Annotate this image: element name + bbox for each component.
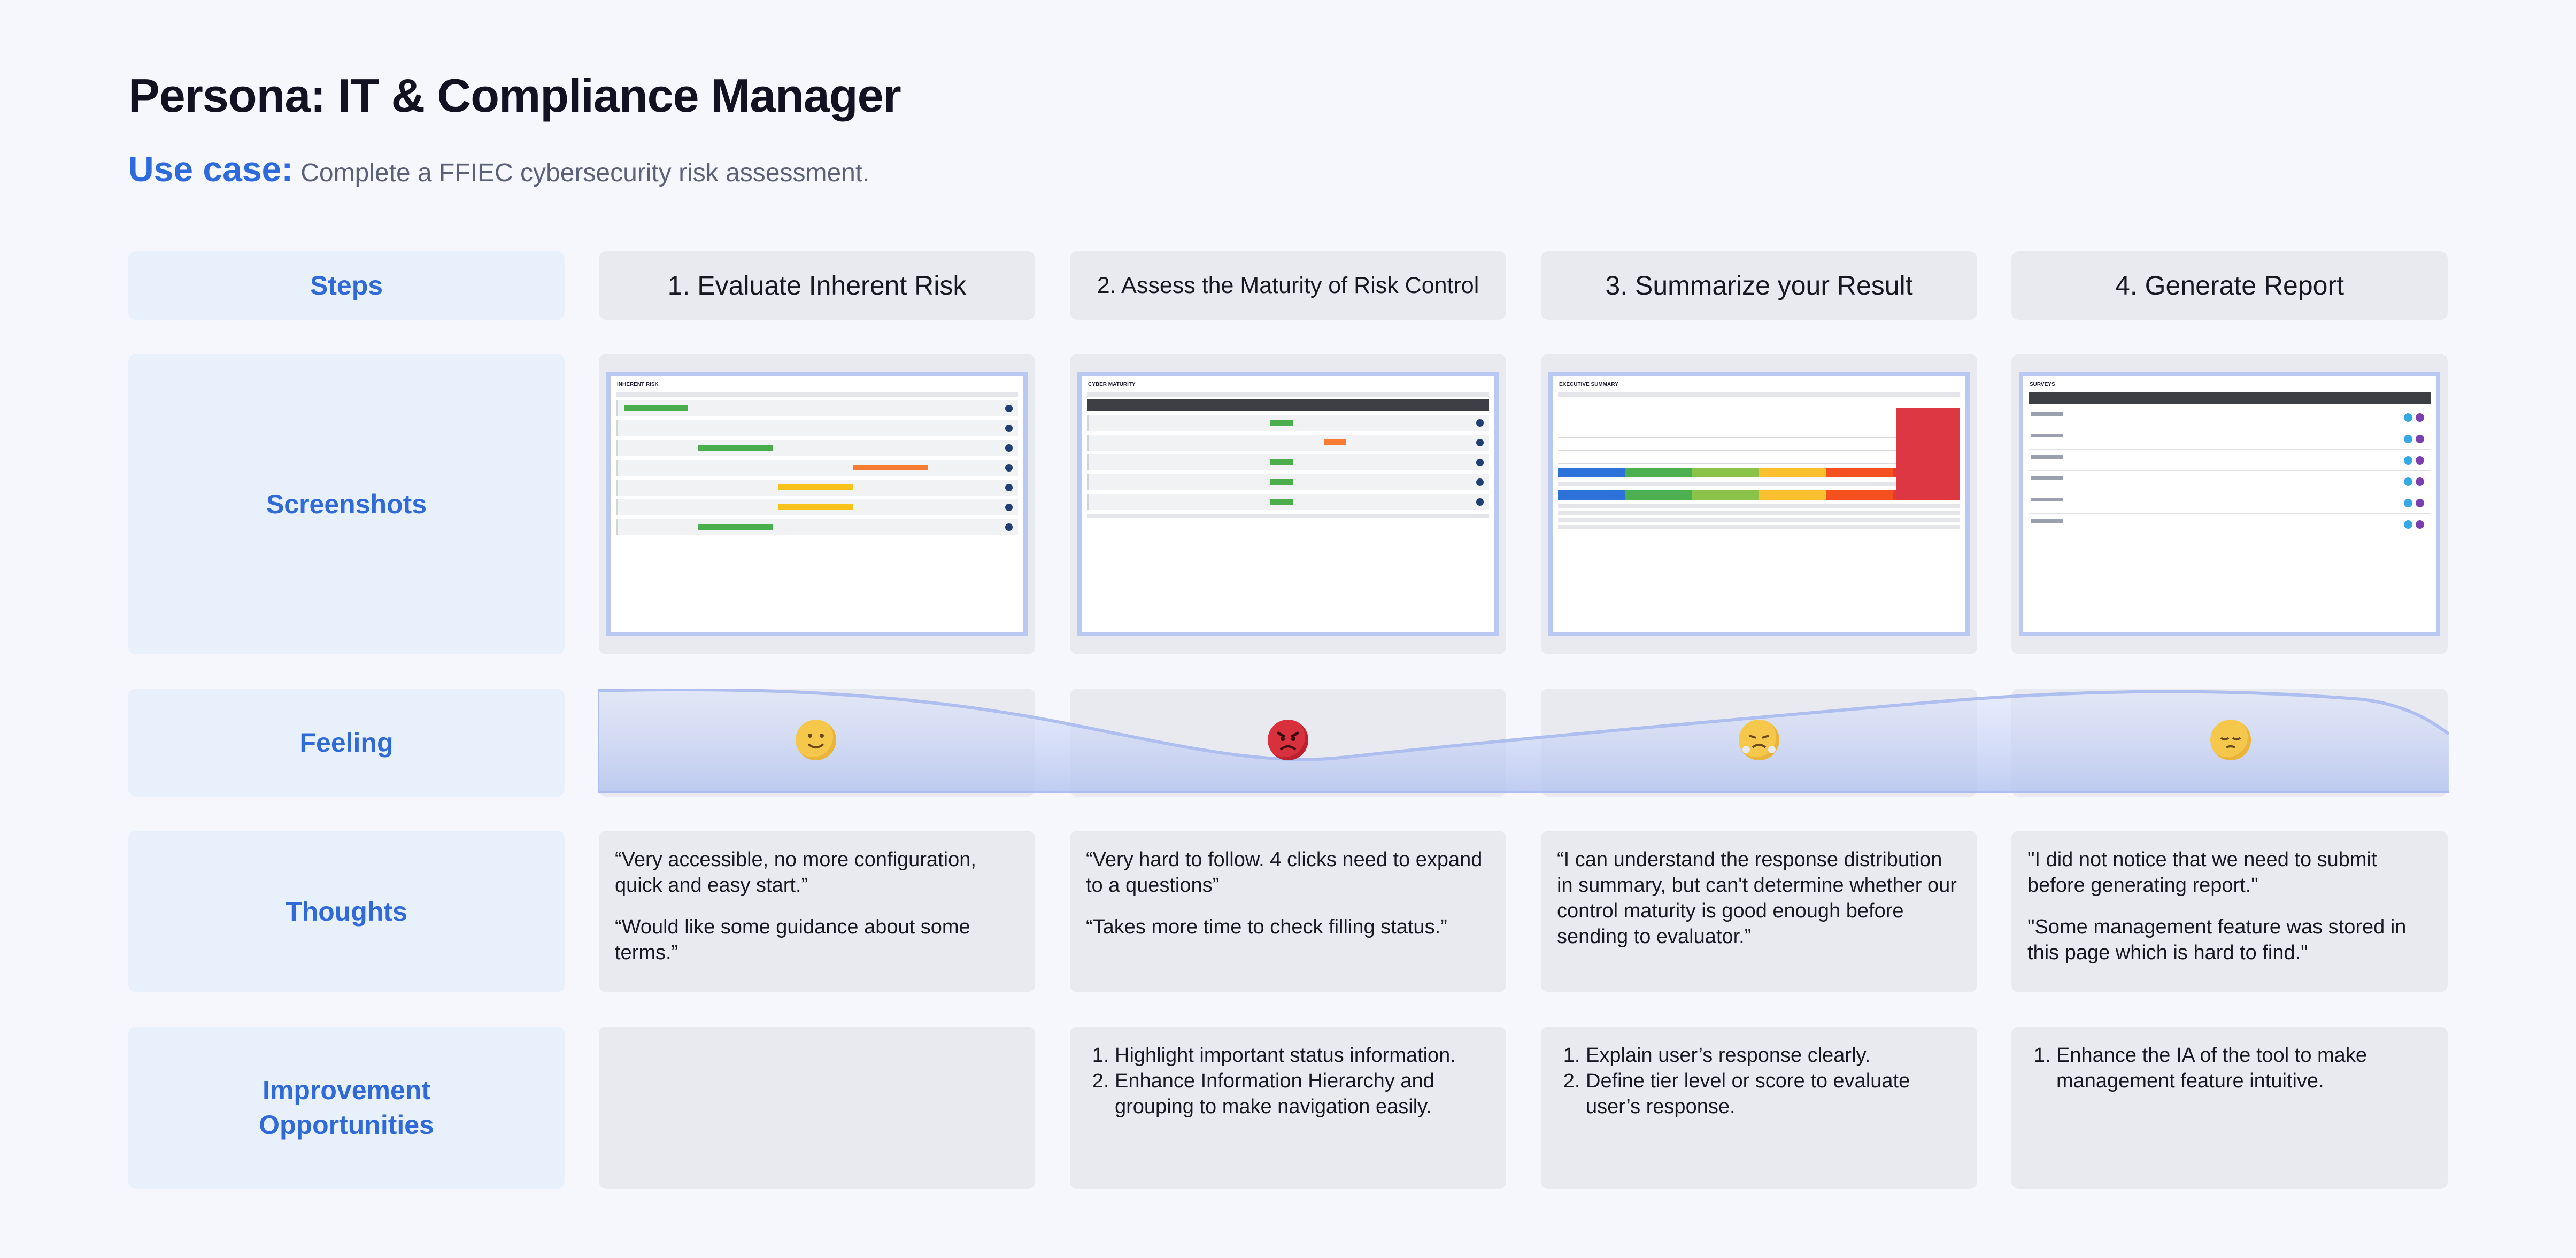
screenshot-card-1: INHERENT RISK: [599, 354, 1035, 654]
improvement-card-4: Enhance the IA of the tool to make manag…: [2011, 1027, 2448, 1189]
thought-text: “Very accessible, no more configuration,…: [615, 848, 976, 897]
thought-text: "I did not notice that we need to submit…: [2027, 848, 2377, 897]
step-header-2: 2. Assess the Maturity of Risk Control: [1070, 251, 1506, 320]
use-case-label: Use case:: [128, 149, 294, 189]
thought-text: "Some management feature was stored in t…: [2027, 916, 2407, 964]
row-label-improvement: Improvement Opportunities: [128, 1027, 565, 1189]
improvement-card-2: Highlight important status information. …: [1070, 1027, 1506, 1189]
step-header-4: 4. Generate Report: [2011, 251, 2448, 320]
thoughts-card-3: “I can understand the response distribut…: [1541, 831, 1977, 992]
thought-text: “Would like some guidance about some ter…: [615, 916, 970, 964]
improvement-item: Define tier level or score to evaluate u…: [1586, 1068, 1960, 1120]
improvement-card-3: Explain user’s response clearly. Define …: [1541, 1027, 1977, 1189]
improvement-item: Enhance Information Hierarchy and groupi…: [1115, 1068, 1489, 1120]
screenshot-header: EXECUTIVE SUMMARY: [1559, 382, 1618, 388]
screenshot-header: INHERENT RISK: [617, 382, 659, 388]
step-header-3: 3. Summarize your Result: [1541, 251, 1977, 320]
thoughts-card-4: "I did not notice that we need to submit…: [2011, 831, 2448, 992]
screenshot-inherent-risk: INHERENT RISK: [606, 372, 1028, 636]
row-label-feeling: Feeling: [128, 689, 565, 797]
row-label-steps: Steps: [128, 251, 565, 320]
screenshot-cyber-maturity: CYBER MATURITY: [1077, 372, 1499, 636]
improvement-item: Highlight important status information.: [1115, 1043, 1489, 1068]
improvement-card-1: [599, 1027, 1035, 1189]
improvement-item: Enhance the IA of the tool to make manag…: [2056, 1043, 2431, 1094]
screenshot-surveys: SURVEYS: [2019, 372, 2440, 636]
screenshot-card-4: SURVEYS: [2011, 354, 2448, 654]
steaming-face-icon: [1739, 720, 1779, 760]
thought-text: “Takes more time to check filling status…: [1086, 916, 1447, 938]
step-header-1: 1. Evaluate Inherent Risk: [599, 251, 1035, 320]
screenshot-header: SURVEYS: [2030, 382, 2055, 388]
use-case-text: Complete a FFIEC cybersecurity risk asse…: [300, 159, 870, 187]
slightly-smiling-face-icon: [796, 720, 836, 760]
improvement-item: Explain user’s response clearly.: [1586, 1043, 1960, 1068]
pensive-face-icon: [2210, 720, 2251, 760]
thoughts-card-1: “Very accessible, no more configuration,…: [599, 831, 1035, 992]
feeling-curve: [598, 689, 2449, 793]
thoughts-card-2: “Very hard to follow. 4 clicks need to e…: [1070, 831, 1506, 992]
use-case: Use case: Complete a FFIEC cybersecurity …: [128, 149, 870, 189]
page-title: Persona: IT & Compliance Manager: [128, 69, 901, 122]
thought-text: “Very hard to follow. 4 clicks need to e…: [1086, 848, 1483, 897]
angry-face-icon: [1268, 720, 1308, 760]
row-label-screenshots: Screenshots: [128, 354, 565, 654]
screenshot-card-3: EXECUTIVE SUMMARY: [1541, 354, 1977, 654]
screenshot-executive-summary: EXECUTIVE SUMMARY: [1548, 372, 1970, 636]
row-label-thoughts: Thoughts: [128, 831, 565, 992]
thought-text: “I can understand the response distribut…: [1557, 848, 1957, 948]
screenshot-header: CYBER MATURITY: [1088, 382, 1136, 388]
screenshot-card-2: CYBER MATURITY: [1070, 354, 1506, 654]
